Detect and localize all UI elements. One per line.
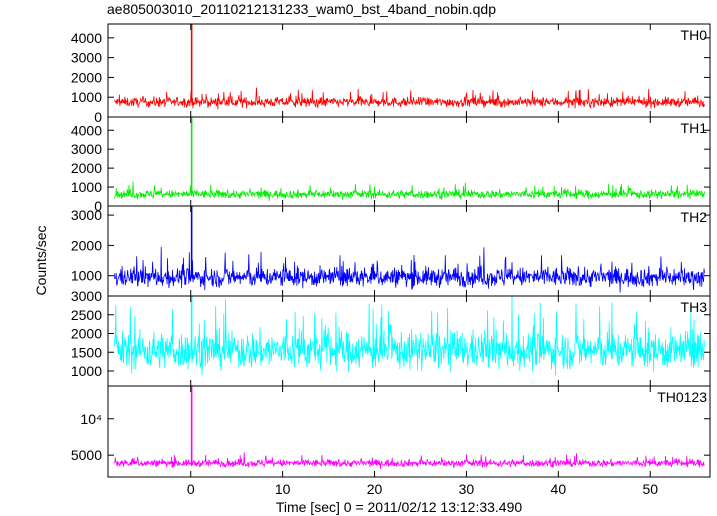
x-tick-label: 30 bbox=[459, 481, 475, 497]
y-tick-label: 0 bbox=[94, 198, 102, 214]
x-axis-label: Time [sec] 0 = 2011/02/12 13:12:33.490 bbox=[276, 499, 523, 515]
series-th1-line bbox=[114, 181, 705, 201]
y-tick-label: 5000 bbox=[71, 447, 102, 463]
y-tick-label: 3000 bbox=[71, 288, 102, 304]
panel-label-th0123: TH0123 bbox=[657, 389, 707, 405]
y-tick-label: 2500 bbox=[71, 307, 102, 323]
series-th0123-line bbox=[114, 452, 705, 469]
panel-th0: 0 1000 2000 3000 4000 TH0 bbox=[71, 23, 711, 125]
panel-frame bbox=[107, 385, 711, 478]
y-axis-label: Counts/sec bbox=[33, 225, 49, 295]
plot-title: ae805003010_20110212131233_wam0_bst_4ban… bbox=[107, 1, 496, 17]
y-tick-label: 1000 bbox=[71, 363, 102, 379]
panel-label-th0: TH0 bbox=[681, 27, 708, 43]
y-tick-label: 3000 bbox=[71, 141, 102, 157]
panel-th0123: 5000 10⁴ TH0123 bbox=[71, 385, 711, 478]
y-tick-label: 2000 bbox=[71, 69, 102, 85]
x-tick-label: 10 bbox=[275, 481, 291, 497]
y-tick-label: 2000 bbox=[71, 237, 102, 253]
panel-label-th2: TH2 bbox=[681, 209, 708, 225]
panel-label-th3: TH3 bbox=[681, 299, 708, 315]
x-tick-label: 0 bbox=[187, 481, 195, 497]
panel-th2: 1000 2000 3000 TH2 bbox=[71, 205, 711, 297]
x-tick-label: 50 bbox=[642, 481, 658, 497]
y-tick-label: 1000 bbox=[71, 179, 102, 195]
y-tick-label: 0 bbox=[94, 109, 102, 125]
y-tick-label: 10⁴ bbox=[80, 411, 102, 427]
y-tick-label: 3000 bbox=[71, 207, 102, 223]
series-th2-line bbox=[114, 246, 705, 293]
series-th3-line bbox=[114, 295, 705, 376]
y-tick-label: 2000 bbox=[71, 160, 102, 176]
y-tick-label: 2000 bbox=[71, 326, 102, 342]
panel-th3: 1000 1500 2000 2500 3000 TH3 bbox=[71, 288, 711, 387]
y-tick-label: 1000 bbox=[71, 89, 102, 105]
y-tick-label: 3000 bbox=[71, 50, 102, 66]
panel-th1: 0 1000 2000 3000 4000 TH1 bbox=[71, 116, 711, 214]
y-tick-label: 1500 bbox=[71, 344, 102, 360]
x-tick-label: 40 bbox=[551, 481, 567, 497]
y-tick-label: 4000 bbox=[71, 30, 102, 46]
series-th0-line bbox=[114, 87, 705, 110]
y-tick-label: 4000 bbox=[71, 122, 102, 138]
panel-label-th1: TH1 bbox=[681, 120, 708, 136]
y-tick-label: 1000 bbox=[71, 268, 102, 284]
x-tick-label: 20 bbox=[367, 481, 383, 497]
